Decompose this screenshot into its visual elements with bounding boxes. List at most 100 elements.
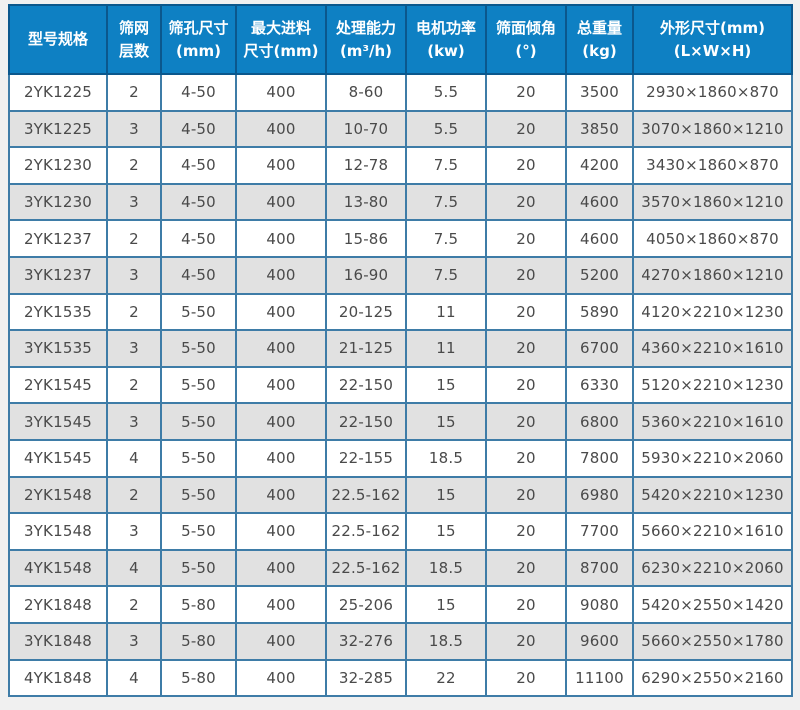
cell-screen-angle: 20 [485, 621, 567, 661]
cell-mesh-size: 4-50 [160, 182, 237, 222]
cell-motor-power: 22 [405, 658, 487, 698]
header-label: (L×W×H) [673, 41, 752, 60]
cell-capacity: 25-206 [325, 585, 407, 624]
cell-model-spec: 2YK1535 [8, 292, 108, 332]
cell-screen-angle: 20 [485, 365, 567, 405]
table-row: 2YK1545 2 5-50 400 22-150 15 20 6330 5120×2210×1… [8, 365, 793, 405]
cell-mesh-size: 5-80 [160, 585, 237, 624]
table-body: 2YK1225 2 4-50 400 8-60 5.5 20 3500 2930×1860×87… [8, 73, 793, 698]
cell-screen-layers: 2 [106, 292, 162, 332]
cell-mesh-size: 4-50 [160, 255, 237, 295]
cell-capacity: 20-125 [325, 292, 407, 332]
cell-motor-power: 11 [405, 329, 487, 368]
cell-total-weight: 6800 [565, 402, 634, 441]
cell-max-feed-size: 400 [235, 548, 327, 588]
cell-capacity: 15-86 [325, 219, 407, 258]
cell-screen-layers: 3 [106, 512, 162, 551]
header-label: 型号规格 [27, 30, 88, 49]
cell-capacity: 32-276 [325, 621, 407, 661]
cell-model-spec: 2YK1230 [8, 146, 108, 185]
cell-overall-dimensions: 5420×2210×1230 [632, 475, 793, 515]
table-row: 2YK1535 2 5-50 400 20-125 11 20 5890 4120×2210×1… [8, 292, 793, 332]
header-label: 电机功率 [415, 19, 476, 37]
table-row: 4YK1848 4 5-80 400 32-285 22 20 11100 6290×2550×… [8, 658, 793, 698]
cell-total-weight: 5200 [565, 255, 634, 295]
cell-max-feed-size: 400 [235, 255, 327, 295]
header-mesh-size: 筛孔尺寸 (mm) [160, 4, 237, 75]
cell-screen-angle: 20 [485, 255, 567, 295]
cell-total-weight: 5890 [565, 292, 634, 332]
cell-screen-angle: 20 [485, 475, 567, 515]
cell-total-weight: 3850 [565, 109, 634, 149]
cell-model-spec: 3YK1535 [8, 329, 108, 368]
cell-screen-layers: 2 [106, 475, 162, 515]
cell-model-spec: 2YK1548 [8, 475, 108, 515]
table-row: 2YK1548 2 5-50 400 22.5-162 15 20 6980 5420×2210… [8, 475, 793, 515]
cell-model-spec: 2YK1848 [8, 585, 108, 624]
cell-screen-layers: 3 [106, 402, 162, 441]
cell-screen-angle: 20 [485, 219, 567, 258]
header-label: 处理能力 [335, 19, 396, 37]
cell-mesh-size: 5-50 [160, 438, 237, 478]
cell-total-weight: 9600 [565, 621, 634, 661]
table-row: 2YK1230 2 4-50 400 12-78 7.5 20 4200 3430×1860×8… [8, 146, 793, 185]
cell-mesh-size: 5-50 [160, 292, 237, 332]
cell-mesh-size: 5-50 [160, 512, 237, 551]
cell-capacity: 21-125 [325, 329, 407, 368]
cell-motor-power: 11 [405, 292, 487, 332]
cell-model-spec: 2YK1545 [8, 365, 108, 405]
cell-max-feed-size: 400 [235, 585, 327, 624]
cell-overall-dimensions: 5120×2210×1230 [632, 365, 793, 405]
cell-screen-layers: 2 [106, 585, 162, 624]
cell-mesh-size: 5-50 [160, 329, 237, 368]
cell-overall-dimensions: 3430×1860×870 [632, 146, 793, 185]
cell-capacity: 32-285 [325, 658, 407, 698]
cell-screen-layers: 3 [106, 182, 162, 222]
header-motor-power: 电机功率 (kw) [405, 4, 487, 75]
cell-overall-dimensions: 6290×2550×2160 [632, 658, 793, 698]
cell-motor-power: 18.5 [405, 621, 487, 661]
cell-motor-power: 18.5 [405, 548, 487, 588]
header-label: (m³/h) [339, 41, 393, 60]
cell-motor-power: 15 [405, 512, 487, 551]
cell-screen-angle: 20 [485, 512, 567, 551]
cell-capacity: 13-80 [325, 182, 407, 222]
header-screen-layers: 筛网 层数 [106, 4, 162, 75]
header-overall-dimensions: 外形尺寸(mm) (L×W×H) [632, 4, 793, 75]
cell-screen-layers: 2 [106, 73, 162, 112]
cell-motor-power: 7.5 [405, 255, 487, 295]
cell-screen-angle: 20 [485, 292, 567, 332]
cell-screen-angle: 20 [485, 182, 567, 222]
cell-total-weight: 6700 [565, 329, 634, 368]
cell-screen-layers: 2 [106, 365, 162, 405]
header-screen-angle: 筛面倾角 (°) [485, 4, 567, 75]
cell-model-spec: 3YK1545 [8, 402, 108, 441]
cell-mesh-size: 4-50 [160, 146, 237, 185]
cell-motor-power: 15 [405, 585, 487, 624]
header-label: 筛面倾角 [495, 19, 556, 37]
cell-max-feed-size: 400 [235, 146, 327, 185]
cell-max-feed-size: 400 [235, 219, 327, 258]
cell-overall-dimensions: 3070×1860×1210 [632, 109, 793, 149]
cell-screen-layers: 2 [106, 146, 162, 185]
cell-capacity: 22.5-162 [325, 512, 407, 551]
cell-mesh-size: 5-50 [160, 548, 237, 588]
cell-motor-power: 18.5 [405, 438, 487, 478]
cell-max-feed-size: 400 [235, 621, 327, 661]
cell-overall-dimensions: 3570×1860×1210 [632, 182, 793, 222]
cell-capacity: 22-150 [325, 402, 407, 441]
cell-motor-power: 15 [405, 365, 487, 405]
cell-overall-dimensions: 6230×2210×2060 [632, 548, 793, 588]
table-header: 型号规格 筛网 层数 筛孔尺寸 (mm) 最大进料 尺寸(mm) 处理能力 [8, 4, 793, 75]
cell-total-weight: 3500 [565, 73, 634, 112]
cell-total-weight: 9080 [565, 585, 634, 624]
header-label: 最大进料 [250, 19, 311, 37]
cell-motor-power: 5.5 [405, 109, 487, 149]
header-label: (kw) [427, 41, 465, 60]
header-total-weight: 总重量 (kg) [565, 4, 634, 75]
table-row: 2YK1848 2 5-80 400 25-206 15 20 9080 5420×2550×1… [8, 585, 793, 624]
cell-capacity: 12-78 [325, 146, 407, 185]
cell-total-weight: 7700 [565, 512, 634, 551]
cell-motor-power: 7.5 [405, 219, 487, 258]
cell-mesh-size: 5-80 [160, 621, 237, 661]
